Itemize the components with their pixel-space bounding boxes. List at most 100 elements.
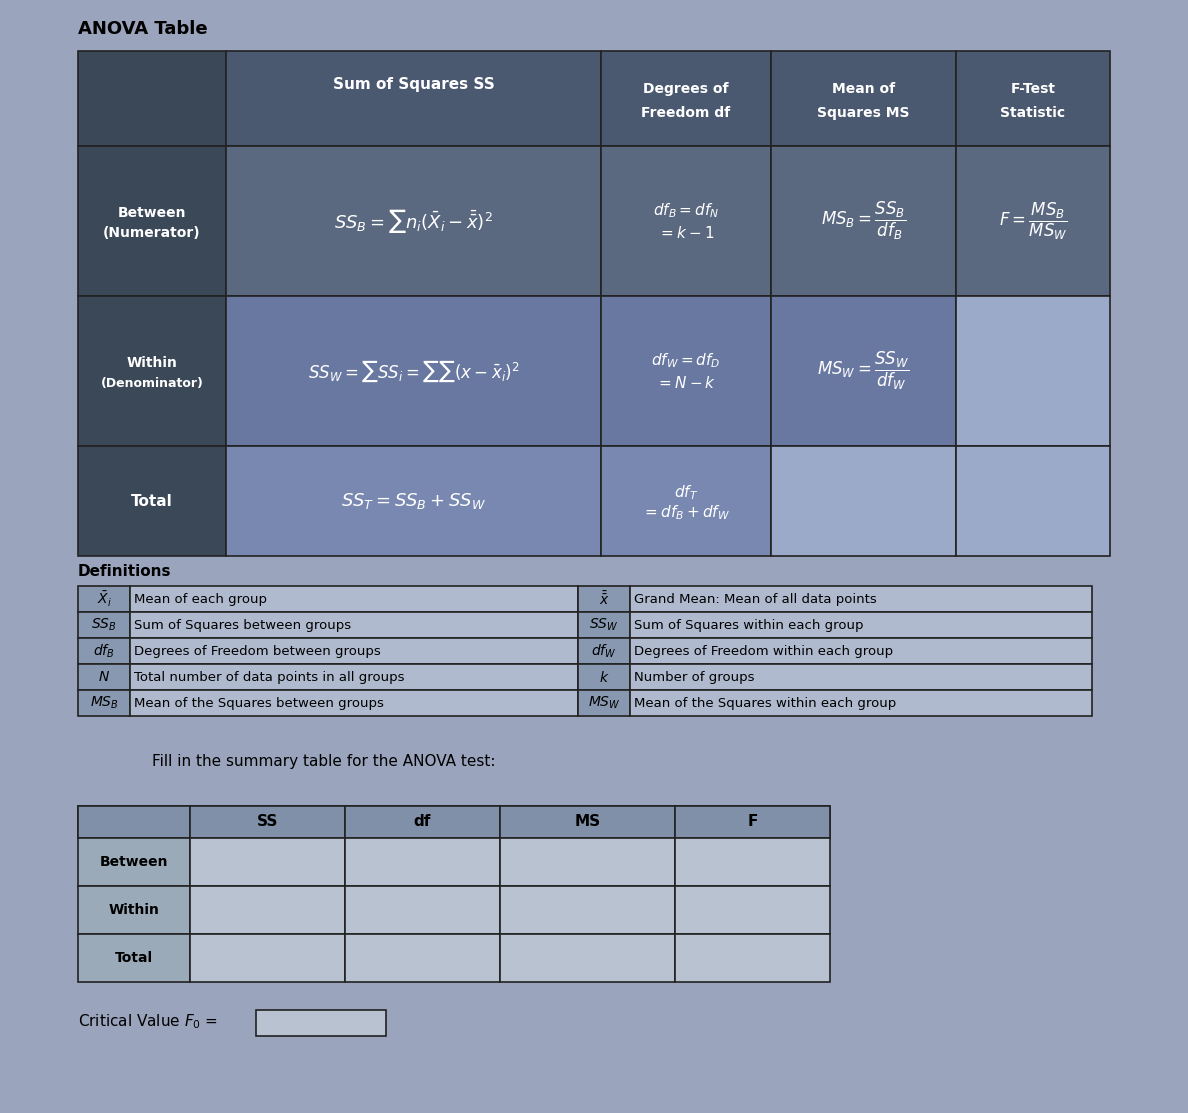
Text: $MS_B = \dfrac{SS_B}{df_B}$: $MS_B = \dfrac{SS_B}{df_B}$ <box>821 200 906 243</box>
Bar <box>956 51 1110 146</box>
Text: $MS_B$: $MS_B$ <box>89 695 119 711</box>
Text: SS: SS <box>257 815 278 829</box>
Text: Within: Within <box>127 356 177 370</box>
Bar <box>579 638 630 664</box>
Bar <box>771 446 956 556</box>
Bar <box>579 612 630 638</box>
Bar <box>675 806 830 838</box>
Bar <box>78 587 129 612</box>
Text: $\bar{X}_i$: $\bar{X}_i$ <box>96 590 112 609</box>
Bar <box>601 296 771 446</box>
Bar <box>129 638 579 664</box>
Text: Between: Between <box>118 206 187 220</box>
Bar <box>226 296 601 446</box>
Bar <box>500 886 675 934</box>
Text: Squares MS: Squares MS <box>817 106 910 120</box>
Bar <box>190 838 345 886</box>
Bar <box>601 446 771 556</box>
Text: $= df_B + df_W$: $= df_B + df_W$ <box>642 504 731 522</box>
Text: Critical Value $F_0$ =: Critical Value $F_0$ = <box>78 1012 219 1031</box>
Text: Statistic: Statistic <box>1000 106 1066 120</box>
Text: Grand Mean: Mean of all data points: Grand Mean: Mean of all data points <box>634 592 877 605</box>
Text: ANOVA Table: ANOVA Table <box>78 20 208 38</box>
Text: Total: Total <box>131 493 173 509</box>
Text: Degrees of: Degrees of <box>643 82 728 96</box>
Bar <box>956 296 1110 446</box>
Bar <box>345 886 500 934</box>
Bar <box>345 838 500 886</box>
Bar <box>630 638 1092 664</box>
Bar <box>226 446 601 556</box>
Text: Between: Between <box>100 855 169 869</box>
Text: $MS_W = \dfrac{SS_W}{df_W}$: $MS_W = \dfrac{SS_W}{df_W}$ <box>817 349 910 392</box>
Text: $= N-k$: $= N-k$ <box>656 375 716 391</box>
Bar <box>129 690 579 716</box>
Text: Mean of each group: Mean of each group <box>134 592 267 605</box>
Text: Fill in the summary table for the ANOVA test:: Fill in the summary table for the ANOVA … <box>152 754 495 769</box>
Text: F: F <box>747 815 758 829</box>
Text: Mean of the Squares between groups: Mean of the Squares between groups <box>134 697 384 709</box>
Text: Freedom df: Freedom df <box>642 106 731 120</box>
Text: $df_T$: $df_T$ <box>674 484 699 502</box>
Text: Definitions: Definitions <box>78 564 171 579</box>
Text: Number of groups: Number of groups <box>634 670 754 683</box>
Text: Total: Total <box>115 951 153 965</box>
Bar <box>78 51 226 146</box>
Bar <box>190 806 345 838</box>
Bar <box>78 886 190 934</box>
Bar <box>771 296 956 446</box>
Text: Total number of data points in all groups: Total number of data points in all group… <box>134 670 404 683</box>
Bar <box>500 806 675 838</box>
Text: $k$: $k$ <box>599 670 609 684</box>
Bar <box>500 838 675 886</box>
Text: $df_W = df_D$: $df_W = df_D$ <box>651 352 721 371</box>
Bar <box>601 146 771 296</box>
Text: $MS_W$: $MS_W$ <box>588 695 620 711</box>
Bar <box>675 886 830 934</box>
Bar <box>345 934 500 982</box>
Text: Sum of Squares SS: Sum of Squares SS <box>333 77 494 91</box>
Text: $SS_B = \sum n_i(\bar{X}_i - \bar{\bar{x}})^2$: $SS_B = \sum n_i(\bar{X}_i - \bar{\bar{x… <box>334 207 493 235</box>
Text: $SS_W = \sum SS_i = \sum\sum(x - \bar{x}_i)^2$: $SS_W = \sum SS_i = \sum\sum(x - \bar{x}… <box>308 358 519 384</box>
Bar <box>500 934 675 982</box>
Bar <box>78 838 190 886</box>
Bar <box>630 664 1092 690</box>
Bar <box>190 886 345 934</box>
Text: Mean of the Squares within each group: Mean of the Squares within each group <box>634 697 896 709</box>
Text: $df_B = df_N$: $df_B = df_N$ <box>653 201 719 220</box>
Text: $\bar{\bar{x}}$: $\bar{\bar{x}}$ <box>599 590 609 608</box>
Bar <box>601 51 771 146</box>
Bar <box>78 612 129 638</box>
Text: Degrees of Freedom between groups: Degrees of Freedom between groups <box>134 644 380 658</box>
Bar <box>226 146 601 296</box>
Bar <box>255 1009 386 1036</box>
Bar <box>956 146 1110 296</box>
Text: Sum of Squares between groups: Sum of Squares between groups <box>134 619 352 631</box>
Text: MS: MS <box>575 815 601 829</box>
Text: df: df <box>413 815 431 829</box>
Text: $SS_T = SS_B + SS_W$: $SS_T = SS_B + SS_W$ <box>341 491 486 511</box>
Text: $df_W$: $df_W$ <box>592 642 617 660</box>
Bar <box>771 51 956 146</box>
Bar <box>78 806 190 838</box>
Bar <box>226 51 601 146</box>
Bar <box>78 664 129 690</box>
Bar <box>956 446 1110 556</box>
Text: Mean of: Mean of <box>832 82 895 96</box>
Text: F-Test: F-Test <box>1011 82 1055 96</box>
Bar <box>675 838 830 886</box>
Bar <box>129 587 579 612</box>
Bar <box>579 587 630 612</box>
Bar <box>78 806 830 838</box>
Bar <box>630 690 1092 716</box>
Text: $SS_W$: $SS_W$ <box>589 617 619 633</box>
Text: $N$: $N$ <box>97 670 110 684</box>
Bar <box>675 934 830 982</box>
Bar <box>78 934 190 982</box>
Text: Sum of Squares within each group: Sum of Squares within each group <box>634 619 864 631</box>
Bar <box>78 296 226 446</box>
Text: $F = \dfrac{MS_B}{MS_W}$: $F = \dfrac{MS_B}{MS_W}$ <box>999 200 1068 242</box>
Text: $= k-1$: $= k-1$ <box>658 225 714 242</box>
Text: (Denominator): (Denominator) <box>101 376 203 390</box>
Bar <box>345 806 500 838</box>
